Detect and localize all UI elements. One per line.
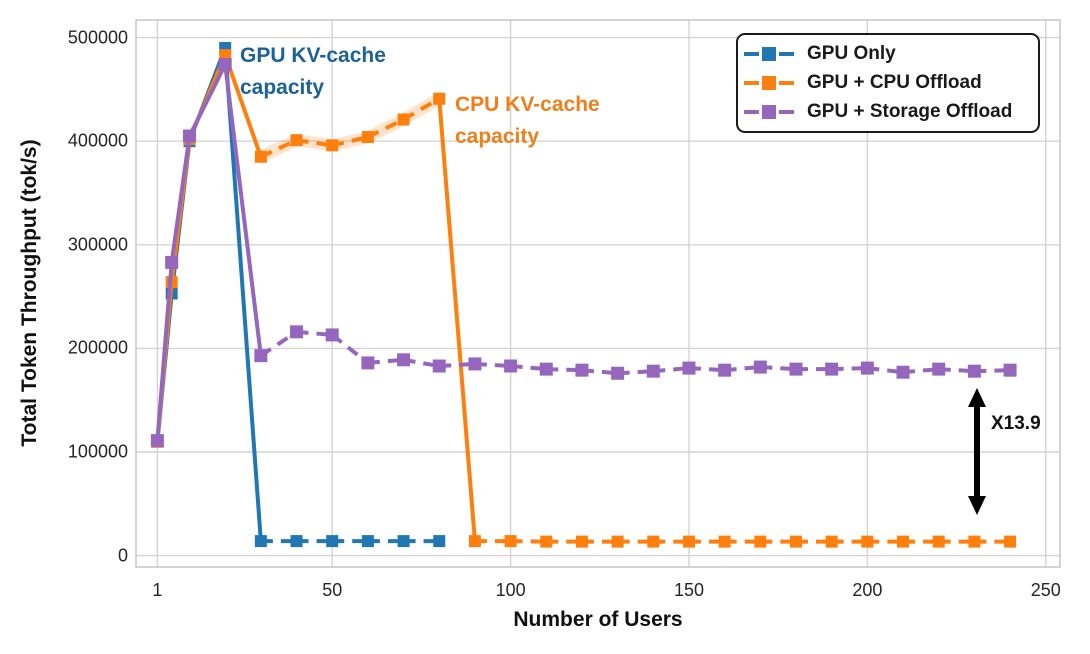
data-point-marker (468, 535, 481, 548)
data-point-marker (790, 535, 802, 548)
data-point-marker (218, 58, 232, 72)
data-point-marker (150, 434, 164, 448)
data-point-marker (326, 139, 339, 152)
y-tick-label: 500000 (67, 27, 128, 48)
data-point-marker (825, 535, 838, 548)
data-point-marker (397, 353, 411, 367)
annotation-cpu-kv-cache-capacity: CPU KV-cache capacity (455, 93, 600, 148)
legend-marker-icon (744, 104, 794, 119)
data-point-marker (433, 92, 446, 105)
data-point-marker (968, 535, 981, 548)
y-tick-label: 300000 (67, 234, 128, 255)
y-tick-label: 400000 (67, 130, 128, 151)
x-tick-label: 50 (322, 580, 343, 600)
data-point-marker (290, 325, 304, 339)
annotation-gpu-kv-cache-capacity: GPU KV-cache capacity (240, 44, 386, 99)
data-point-marker (753, 360, 767, 374)
data-point-marker (718, 535, 731, 548)
confidence-band (254, 92, 446, 163)
data-point-marker (254, 150, 267, 163)
data-point-marker (290, 134, 303, 147)
legend-item-gpu-only: GPU Only (744, 43, 1034, 65)
legend-label: GPU + Storage Offload (807, 100, 1013, 122)
arrow-head-down-icon (968, 496, 986, 515)
annotation-speedup-label: X13.9 (991, 413, 1041, 434)
x-axis-title: Number of Users (513, 608, 683, 631)
data-point-marker (754, 535, 767, 548)
data-point-marker (290, 535, 303, 548)
data-point-marker (646, 364, 660, 378)
legend-label: GPU Only (807, 43, 896, 65)
series-line-segment (223, 54, 263, 158)
series-line-segment (223, 47, 263, 542)
data-point-marker (504, 535, 517, 548)
legend-item-gpu-storage-offload: GPU + Storage Offload (744, 101, 1034, 123)
data-point-marker (860, 361, 874, 375)
data-point-marker (539, 362, 553, 376)
series-line-segment (437, 98, 477, 542)
x-tick-label: 100 (495, 580, 526, 600)
data-point-marker (254, 349, 268, 363)
data-point-marker (647, 535, 660, 548)
data-point-marker (540, 535, 553, 548)
data-point-marker (361, 356, 375, 370)
x-tick-label: 150 (673, 580, 704, 600)
y-axis-title: Total Token Throughput (tok/s) (18, 139, 41, 447)
data-point-marker (504, 359, 518, 373)
legend-marker-icon (744, 47, 794, 62)
series-line-segment (169, 135, 192, 263)
data-point-marker (718, 363, 732, 377)
data-point-marker (165, 255, 179, 269)
data-point-marker (861, 535, 874, 548)
data-point-marker (432, 359, 446, 373)
data-point-marker (897, 535, 910, 548)
data-point-marker (967, 364, 981, 378)
data-point-marker (825, 362, 839, 376)
x-tick-label: 250 (1030, 580, 1061, 600)
legend-item-gpu-cpu-offload: GPU + CPU Offload (744, 72, 1034, 94)
legend: GPU Only GPU + CPU Offload GPU + Storage O… (736, 33, 1040, 133)
x-tick-label: 1 (152, 580, 163, 600)
data-point-marker (789, 362, 803, 376)
data-point-marker (932, 535, 945, 548)
data-point-marker (397, 535, 410, 548)
data-point-marker (575, 535, 588, 548)
data-point-marker (183, 129, 197, 143)
data-point-marker (575, 363, 589, 377)
data-point-marker (433, 535, 446, 548)
data-point-marker (1004, 535, 1017, 548)
data-point-marker (326, 535, 339, 548)
arrow-head-up-icon (968, 388, 986, 407)
x-tick-label: 200 (852, 580, 883, 600)
y-tick-label: 100000 (67, 441, 128, 462)
series-line-segment (187, 63, 227, 137)
data-point-marker (932, 362, 946, 376)
plot-border (135, 19, 1061, 568)
data-point-marker (611, 366, 625, 380)
data-point-marker (682, 361, 696, 375)
y-tick-label: 0 (117, 545, 128, 566)
data-point-marker (397, 113, 410, 126)
data-point-marker (468, 357, 482, 371)
data-point-marker (896, 365, 910, 379)
data-point-marker (361, 535, 374, 548)
data-point-marker (325, 328, 339, 342)
data-point-marker (611, 535, 624, 548)
legend-label: GPU + CPU Offload (807, 71, 982, 93)
data-point-marker (361, 131, 374, 144)
data-point-marker (1003, 363, 1017, 377)
y-tick-label: 200000 (67, 337, 128, 358)
legend-marker-icon (744, 75, 794, 90)
data-point-marker (682, 535, 695, 548)
data-point-marker (254, 535, 267, 548)
series-line-segment (223, 64, 263, 356)
series-line-segment (155, 262, 174, 441)
